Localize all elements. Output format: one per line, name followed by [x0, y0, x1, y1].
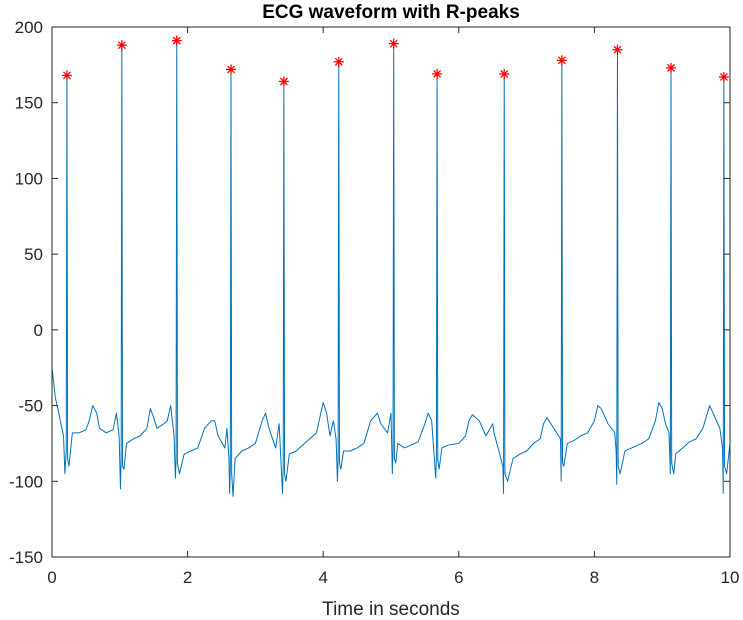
r-peak-markers — [61, 35, 729, 87]
r-peak-marker — [612, 44, 623, 55]
r-peak-marker — [432, 68, 443, 79]
ecg-series-line — [51, 40, 731, 497]
y-tick-label: 0 — [34, 321, 43, 340]
r-peak-marker — [225, 64, 236, 75]
r-peak-marker — [556, 55, 567, 66]
axes-box — [51, 26, 731, 558]
x-tick-label: 8 — [590, 568, 599, 587]
y-tick-label: 50 — [24, 245, 43, 264]
r-peak-marker — [388, 38, 399, 49]
axis-ticks: 0 2 4 6 8 10 -150 -100 -50 0 50 100 150 200 — [9, 18, 739, 587]
y-tick-label: -150 — [9, 548, 43, 567]
x-tick-label: 2 — [183, 568, 192, 587]
series-layer — [51, 40, 731, 497]
r-peak-marker — [333, 56, 344, 67]
x-tick-label: 6 — [454, 568, 463, 587]
y-tick-label: 200 — [15, 18, 43, 37]
r-peak-marker — [61, 70, 72, 81]
y-tick-label: 150 — [15, 94, 43, 113]
x-tick-label: 0 — [47, 568, 56, 587]
r-peak-marker — [499, 68, 510, 79]
chart-title: ECG waveform with R-peaks — [262, 2, 520, 23]
r-peak-marker — [666, 62, 677, 73]
y-tick-label: 100 — [15, 169, 43, 188]
x-tick-label: 4 — [318, 568, 327, 587]
x-axis-label: Time in seconds — [322, 599, 460, 620]
x-tick-label: 10 — [721, 568, 740, 587]
r-peak-marker — [116, 40, 127, 51]
y-tick-label: -100 — [9, 472, 43, 491]
y-tick-label: -50 — [18, 397, 43, 416]
r-peak-marker — [171, 35, 182, 46]
r-peak-marker — [278, 76, 289, 87]
r-peak-marker — [718, 71, 729, 82]
plot-area-background — [52, 27, 730, 557]
